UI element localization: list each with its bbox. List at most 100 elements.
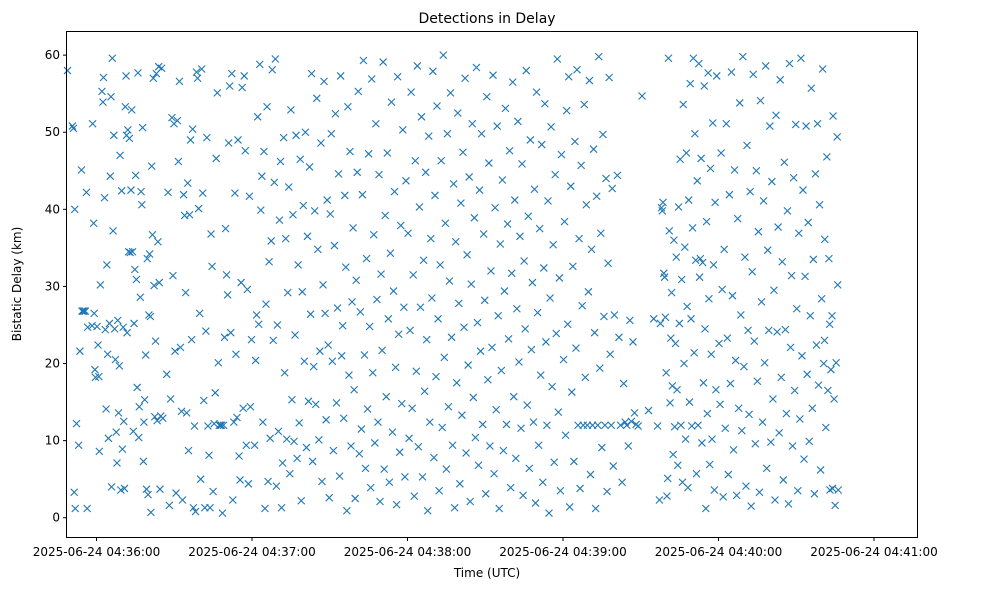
data-point bbox=[365, 322, 374, 331]
data-point bbox=[273, 321, 282, 329]
data-points-layer bbox=[63, 51, 843, 517]
data-point bbox=[610, 311, 619, 319]
data-point bbox=[234, 136, 242, 144]
data-point bbox=[383, 149, 392, 157]
data-point bbox=[487, 267, 495, 275]
data-point bbox=[800, 455, 808, 464]
data-point bbox=[222, 270, 231, 279]
chart-title: Detections in Delay bbox=[418, 11, 555, 27]
data-point bbox=[380, 465, 389, 474]
data-point bbox=[145, 250, 154, 258]
data-point bbox=[351, 494, 360, 503]
data-point bbox=[130, 319, 138, 328]
data-point bbox=[522, 66, 531, 75]
data-point bbox=[93, 322, 101, 331]
data-point bbox=[429, 67, 437, 76]
data-point bbox=[795, 415, 804, 423]
data-point bbox=[374, 418, 382, 427]
data-point bbox=[147, 162, 156, 171]
data-point bbox=[578, 301, 587, 310]
data-point bbox=[154, 237, 162, 246]
data-point bbox=[732, 491, 741, 500]
data-point bbox=[580, 100, 589, 109]
data-point bbox=[367, 75, 376, 83]
data-point bbox=[604, 259, 612, 268]
data-point bbox=[190, 422, 199, 430]
data-point bbox=[331, 109, 340, 118]
data-point bbox=[730, 166, 739, 174]
data-point bbox=[153, 416, 162, 425]
data-point bbox=[721, 424, 730, 433]
data-point bbox=[461, 74, 469, 83]
data-point bbox=[501, 104, 510, 113]
data-point bbox=[443, 129, 452, 138]
data-point bbox=[629, 338, 637, 346]
data-point bbox=[605, 73, 614, 82]
data-point bbox=[760, 358, 769, 367]
data-point bbox=[685, 398, 694, 406]
data-point bbox=[121, 102, 130, 111]
data-point bbox=[134, 68, 142, 77]
data-point bbox=[277, 503, 286, 512]
data-point bbox=[694, 59, 703, 68]
data-point bbox=[227, 69, 236, 78]
data-point bbox=[655, 496, 664, 504]
data-point bbox=[666, 398, 674, 407]
data-point bbox=[412, 367, 421, 376]
data-point bbox=[420, 387, 429, 396]
data-point bbox=[164, 188, 172, 197]
data-point bbox=[422, 335, 431, 344]
data-point bbox=[427, 294, 436, 302]
data-point bbox=[478, 420, 487, 429]
data-point bbox=[681, 435, 690, 443]
data-point bbox=[734, 404, 743, 413]
data-point bbox=[745, 410, 753, 419]
data-point bbox=[272, 482, 281, 491]
data-point bbox=[127, 186, 135, 194]
data-point bbox=[242, 441, 251, 450]
data-point bbox=[462, 449, 470, 457]
data-point bbox=[430, 453, 438, 462]
data-point bbox=[99, 98, 107, 107]
data-point bbox=[102, 405, 110, 413]
data-point bbox=[359, 56, 368, 65]
data-point bbox=[297, 496, 306, 505]
data-point bbox=[201, 327, 210, 336]
data-point bbox=[665, 227, 674, 235]
data-point bbox=[347, 442, 355, 450]
data-point bbox=[546, 294, 554, 302]
data-point bbox=[119, 417, 128, 426]
data-point bbox=[143, 254, 152, 263]
data-point bbox=[682, 149, 691, 157]
data-point bbox=[484, 159, 493, 167]
data-point bbox=[589, 145, 598, 154]
data-point bbox=[337, 351, 346, 360]
data-point bbox=[575, 234, 583, 243]
data-point bbox=[438, 423, 447, 432]
data-point bbox=[479, 230, 488, 238]
data-point bbox=[396, 221, 405, 230]
data-point bbox=[68, 122, 77, 130]
data-point bbox=[115, 361, 124, 370]
x-tick-label: 2025-06-24 04:39:00 bbox=[499, 545, 626, 559]
data-point bbox=[456, 199, 465, 208]
data-point bbox=[586, 470, 595, 479]
data-point bbox=[407, 88, 416, 97]
data-point bbox=[195, 309, 204, 318]
data-point bbox=[107, 482, 116, 491]
data-point bbox=[322, 415, 331, 424]
data-point bbox=[517, 424, 525, 433]
data-point bbox=[568, 262, 577, 271]
data-point bbox=[448, 441, 457, 450]
data-point bbox=[140, 395, 149, 404]
data-point bbox=[794, 229, 803, 238]
data-point bbox=[328, 357, 337, 366]
data-point bbox=[554, 408, 563, 416]
data-point bbox=[599, 130, 607, 139]
data-point bbox=[223, 291, 232, 299]
data-point bbox=[528, 278, 537, 287]
data-point bbox=[492, 405, 501, 414]
data-point bbox=[799, 186, 807, 194]
data-point bbox=[179, 190, 188, 199]
data-point bbox=[358, 190, 367, 199]
